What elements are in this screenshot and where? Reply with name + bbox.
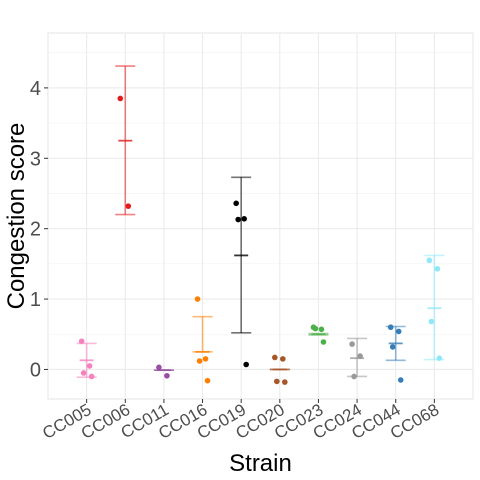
data-point [428,318,435,325]
data-point [280,356,286,362]
data-point [243,361,249,368]
y-tick-label: 4 [30,78,41,100]
data-point [272,354,278,361]
strain-group [385,324,406,383]
data-point [235,216,241,223]
strain-group [347,337,368,380]
strain-group [153,364,174,379]
data-point [196,358,203,364]
data-point [320,339,327,345]
data-point [357,353,363,359]
data-point [80,370,87,376]
data-point [426,257,433,264]
y-tick-label: 3 [30,148,41,170]
data-marks [76,65,445,385]
data-point [312,325,319,332]
grid-lines [48,33,473,399]
y-tick-label: 1 [30,289,41,311]
data-point [78,338,85,345]
strain-group [269,354,290,385]
data-point [436,355,443,361]
y-axis-title: Congestion score [3,123,30,310]
data-point [282,379,288,385]
strain-group [308,324,329,345]
strain-group [231,176,252,368]
y-tick-label: 0 [30,359,41,381]
data-point [156,364,162,371]
strain-group [76,338,97,380]
data-point [395,328,402,335]
data-point [387,324,394,331]
data-point [318,326,325,333]
strain-group [192,296,213,384]
data-point [125,203,132,209]
data-point [389,344,396,350]
data-point [202,356,209,362]
x-axis-title: Strain [229,450,292,477]
data-point [349,341,355,347]
data-point [351,373,357,380]
strain-group [424,254,445,361]
data-point [194,296,201,302]
data-point [117,95,124,102]
data-point [274,378,280,385]
data-point [434,265,441,272]
data-point [86,363,93,369]
data-point [241,216,247,222]
data-point [204,377,211,384]
x-axis-ticks: CC005CC006CC011CC016CC019CC020CC023CC024… [39,399,442,443]
data-point [164,372,170,379]
data-point [88,373,95,380]
y-tick-label: 2 [30,219,41,241]
data-point [397,377,404,383]
plot-panel [47,32,474,400]
strain-group [115,65,136,216]
data-point [233,200,239,207]
y-axis-ticks: 0 1 2 3 4 [30,78,48,381]
